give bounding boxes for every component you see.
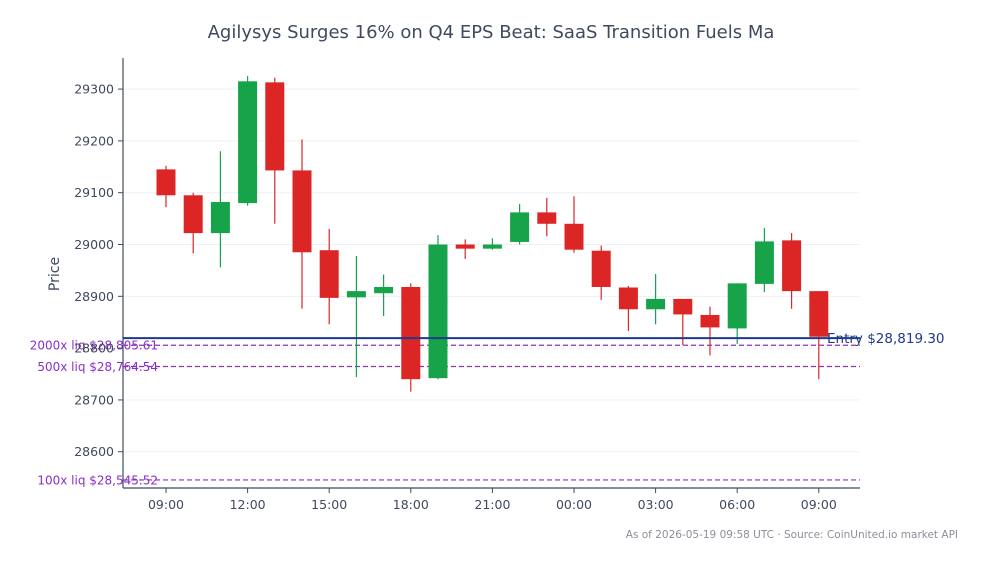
candle-body (319, 250, 339, 298)
y-tick-label: 28600 (74, 444, 114, 459)
candle-body (564, 223, 584, 250)
candle-body (754, 241, 774, 284)
y-tick-label: 28700 (74, 392, 114, 407)
candle-body (374, 286, 394, 294)
candle-body (428, 244, 448, 379)
y-tick-label: 29200 (74, 133, 114, 148)
candle-body (346, 291, 366, 298)
candle-body (510, 212, 530, 242)
x-tick-label: 15:00 (311, 497, 347, 512)
candle-body (265, 82, 285, 171)
candle-body (238, 81, 258, 204)
x-tick-label: 00:00 (556, 497, 592, 512)
x-axis-ticks: 09:00 12:00 15:00 18:00 21:00 00:00 03:00 06:00… (148, 488, 837, 512)
x-tick-label: 18:00 (393, 497, 429, 512)
x-tick-label: 03:00 (638, 497, 674, 512)
candle-body (809, 291, 829, 337)
candle-body (646, 298, 666, 310)
x-tick-label: 06:00 (719, 497, 755, 512)
y-tick-label: 29300 (74, 82, 114, 97)
entry-label: Entry $28,819.30 (827, 331, 945, 347)
y-axis-ticks: 28600 28700 28800 28900 29000 29100 29200 29300 (74, 82, 123, 459)
x-tick-label: 09:00 (148, 497, 184, 512)
candle-body (292, 170, 312, 253)
candle-body (591, 250, 611, 287)
liq-label: 500x liq $28,764.54 (37, 360, 158, 374)
candle-body (183, 195, 203, 234)
footer-source: As of 2026-05-19 09:58 UTC · Source: Coi… (626, 529, 958, 541)
candle-body (727, 283, 747, 329)
y-tick-label: 28900 (74, 289, 114, 304)
liquidation-lines: 2000x liq $28,805.61 500x liq $28,764.54 1… (30, 339, 860, 487)
grid-lines (123, 88, 860, 453)
candle-body (700, 314, 720, 328)
chart-title: Agilysys Surges 16% on Q4 EPS Beat: SaaS… (208, 22, 775, 43)
y-axis-label: Price (47, 257, 63, 291)
candle-body (673, 298, 693, 315)
candle-body (782, 240, 802, 292)
liq-label: 2000x liq $28,805.61 (30, 339, 158, 353)
entry-line-group: Entry $28,819.30 (123, 331, 945, 347)
candle-body (482, 244, 502, 249)
y-tick-label: 29100 (74, 185, 114, 200)
candle-body (537, 212, 557, 224)
x-tick-label: 21:00 (474, 497, 510, 512)
candle-body (210, 202, 230, 234)
candles (156, 76, 829, 392)
candle-body (618, 287, 638, 310)
candle-body (455, 244, 475, 249)
x-tick-label: 09:00 (801, 497, 837, 512)
y-tick-label: 29000 (74, 237, 114, 252)
candle-body (401, 286, 421, 380)
axes (122, 58, 860, 489)
y-tick-label: 28800 (74, 341, 114, 356)
liq-label: 100x liq $28,545.52 (37, 473, 158, 487)
x-tick-label: 12:00 (230, 497, 266, 512)
candle-body (156, 169, 176, 196)
